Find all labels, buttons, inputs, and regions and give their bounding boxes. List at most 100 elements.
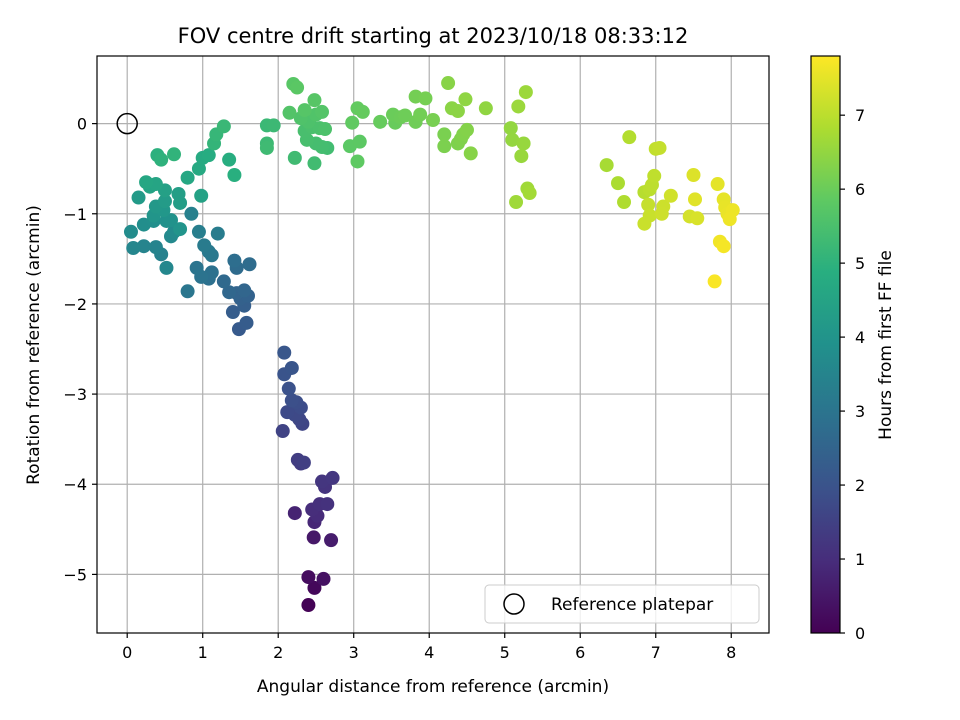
data-point (315, 474, 330, 489)
data-point (373, 114, 388, 129)
colorbar-tick-label: 2 (855, 476, 865, 495)
data-point (173, 222, 188, 237)
data-point (222, 152, 237, 167)
data-point (216, 274, 231, 289)
x-axis-ticks: 0 1 2 3 4 5 6 7 8 (122, 633, 736, 662)
legend: Reference platepar (484, 584, 760, 624)
data-point (509, 195, 524, 210)
data-point (318, 122, 333, 137)
x-tick-label: 7 (651, 643, 661, 662)
data-point (654, 206, 669, 221)
y-tick-label: −4 (63, 475, 87, 494)
y-tick-label: 0 (77, 115, 87, 134)
data-point (194, 188, 209, 203)
data-point (505, 132, 520, 147)
data-point (210, 226, 225, 241)
data-point (722, 212, 737, 227)
plot-frame (96, 55, 770, 634)
data-point (167, 147, 182, 162)
data-point (641, 197, 656, 212)
data-point (123, 224, 138, 239)
data-point (478, 101, 493, 116)
data-point (171, 186, 186, 201)
x-tick-label: 4 (424, 643, 434, 662)
data-point (315, 104, 330, 119)
colorbar-tick-label: 1 (855, 550, 865, 569)
data-point (222, 285, 237, 300)
data-point (259, 140, 274, 155)
data-point (139, 175, 154, 190)
data-point (275, 424, 290, 439)
data-point (686, 168, 701, 183)
data-point (398, 108, 413, 123)
data-point (197, 238, 212, 253)
data-point (418, 91, 433, 106)
colorbar-tick-label: 7 (855, 106, 865, 125)
data-point (345, 115, 360, 130)
data-point (180, 170, 195, 185)
x-tick-label: 3 (349, 643, 359, 662)
x-tick-label: 8 (726, 643, 736, 662)
data-point (503, 121, 518, 136)
data-point (242, 257, 257, 272)
data-point (131, 190, 146, 205)
data-point (297, 103, 312, 118)
data-point (180, 284, 195, 299)
data-point (511, 99, 526, 114)
data-point (307, 156, 322, 171)
legend-box (484, 584, 760, 624)
legend-label: Reference platepar (551, 595, 713, 615)
colorbar-tick-label: 3 (855, 402, 865, 421)
chart-title: FOV centre drift starting at 2023/10/18 … (178, 24, 689, 48)
colorbar-tick-label: 0 (855, 624, 865, 643)
data-point (663, 188, 678, 203)
data-point (688, 192, 703, 207)
data-point (518, 85, 533, 100)
data-point (227, 253, 242, 268)
colorbar: 0 1 2 3 4 5 6 7 Hours from first FF file (810, 55, 896, 643)
colorbar-tick-label: 5 (855, 254, 865, 273)
data-point (617, 195, 632, 210)
data-point (204, 265, 219, 280)
data-point (652, 140, 667, 155)
data-point (216, 119, 231, 134)
data-point (441, 76, 456, 91)
data-point (437, 127, 452, 142)
data-point (307, 93, 322, 108)
data-point (148, 240, 163, 255)
data-point (458, 92, 473, 107)
data-point (707, 274, 722, 289)
data-point (463, 146, 478, 161)
y-tick-label: −3 (63, 385, 87, 404)
data-point (637, 216, 652, 231)
data-point (154, 152, 169, 167)
data-point (191, 224, 206, 239)
data-point (352, 134, 367, 149)
data-point (290, 80, 305, 95)
y-tick-label: −5 (63, 565, 87, 584)
data-point (282, 105, 297, 120)
data-point (284, 393, 299, 408)
data-point (163, 213, 178, 228)
data-point (320, 497, 335, 512)
data-point (716, 239, 731, 254)
data-point (201, 148, 216, 163)
data-point (459, 122, 474, 137)
data-point (301, 598, 316, 613)
data-point (413, 107, 428, 122)
y-tick-label: −1 (63, 205, 87, 224)
data-point (450, 103, 465, 118)
data-point (296, 455, 311, 470)
reference-marker (116, 112, 138, 135)
colorbar-tick-label: 6 (855, 180, 865, 199)
data-point (280, 405, 295, 420)
data-point (136, 239, 151, 254)
data-point (239, 315, 254, 330)
x-tick-label: 1 (198, 643, 208, 662)
data-point (350, 154, 365, 169)
data-point (184, 206, 199, 221)
data-point (277, 345, 292, 360)
grid-lines (97, 56, 769, 633)
reference-point (116, 112, 138, 135)
